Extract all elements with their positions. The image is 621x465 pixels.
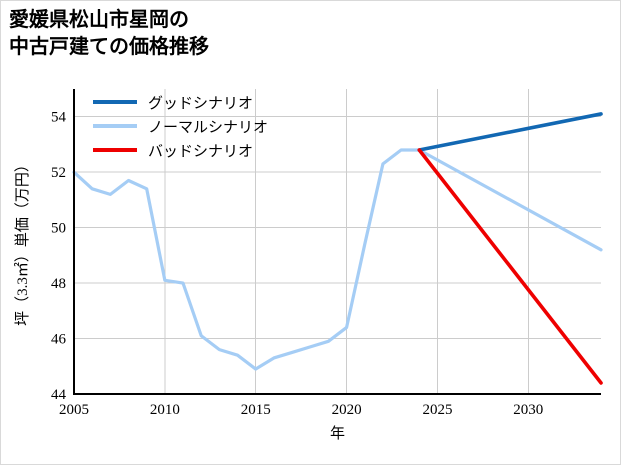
- x-axis-tick-label: 2020: [332, 402, 362, 418]
- series-line-グッドシナリオ: [417, 112, 603, 152]
- x-axis-title: 年: [330, 425, 345, 442]
- y-axis-tick-label: 46: [51, 332, 67, 348]
- y-axis-tick-label: 44: [51, 387, 67, 403]
- page-title: 愛媛県松山市星岡の 中古戸建ての価格推移: [9, 9, 209, 58]
- x-axis-tick-label: 2005: [59, 402, 89, 418]
- y-axis-tick-label: 48: [51, 276, 66, 292]
- x-axis-tick-label: 2010: [150, 402, 180, 418]
- series-line-ノーマルシナリオ: [72, 148, 603, 371]
- y-axis-title: 坪（3.3㎡）単価（万円）: [14, 157, 31, 326]
- y-axis-tick-label: 50: [51, 221, 66, 237]
- legend-label-0: グッドシナリオ: [148, 95, 253, 112]
- x-axis-tick-label: 2015: [241, 402, 271, 418]
- legend-label-1: ノーマルシナリオ: [148, 120, 268, 136]
- y-axis-tick-label: 52: [51, 165, 66, 181]
- x-axis-tick-label: 2025: [422, 402, 452, 418]
- y-axis-tick-label: 54: [51, 110, 67, 126]
- series-line-バッドシナリオ: [417, 148, 603, 385]
- legend-label-2: バッドシナリオ: [148, 144, 253, 160]
- x-axis-tick-label: 2030: [513, 402, 543, 418]
